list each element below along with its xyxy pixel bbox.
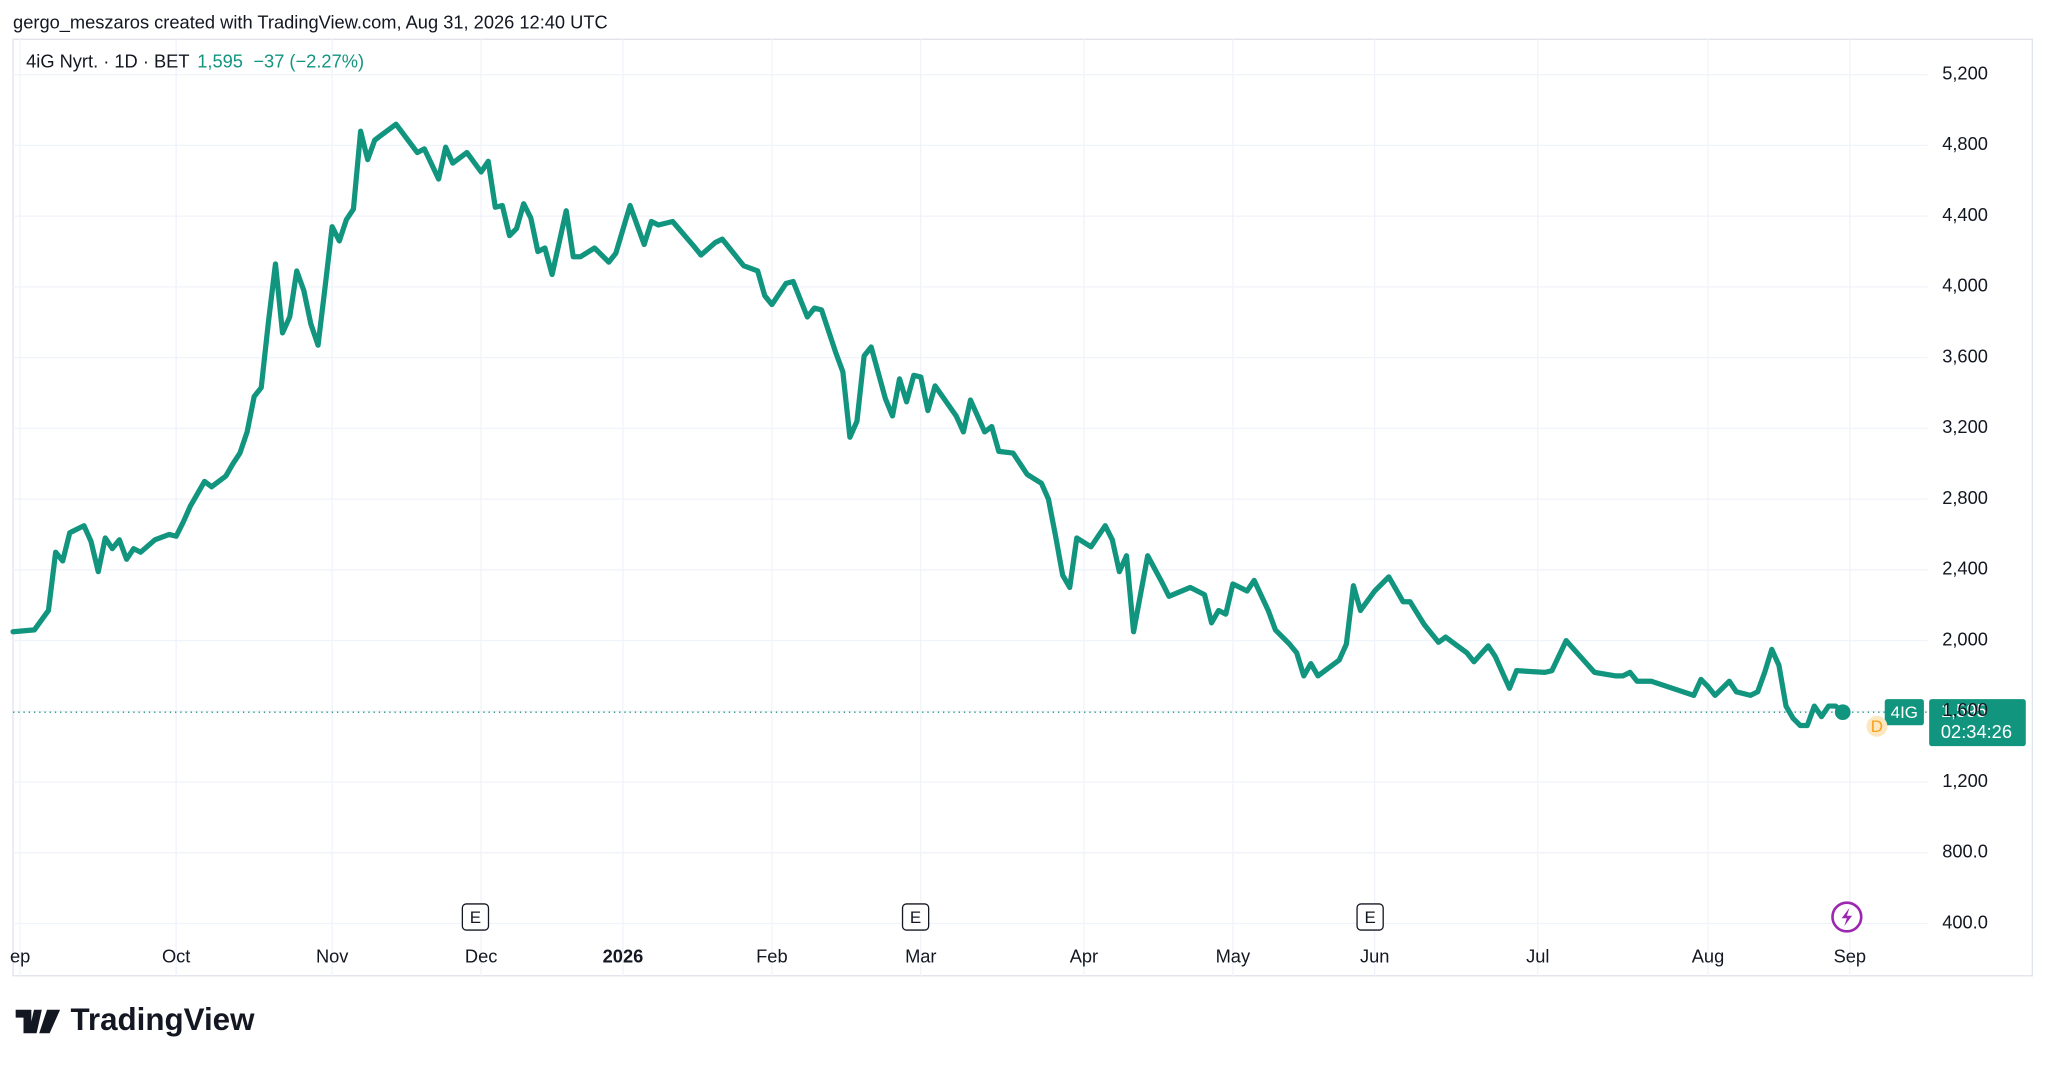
price-line xyxy=(10,121,1846,729)
lightning xyxy=(1841,907,1853,927)
price-tag xyxy=(1929,699,2026,747)
x-tick-label: Jul xyxy=(1526,945,1549,966)
symbol-tag-label: 4IG xyxy=(1891,703,1918,722)
y-tick-label: 800.0 xyxy=(1942,841,1988,862)
price-tag-countdown: 02:34:26 xyxy=(1941,721,2012,742)
x-tick-label: Nov xyxy=(316,945,349,966)
x-tick-label: Oct xyxy=(162,945,190,966)
legend-price: 1,595 xyxy=(197,51,243,72)
dividend-label: D xyxy=(1871,717,1883,736)
y-tick-label: 1,600 xyxy=(1942,699,1988,720)
x-tick-label: Aug xyxy=(1692,945,1725,966)
event-icon[interactable] xyxy=(1356,903,1384,931)
x-tick-label: Feb xyxy=(756,945,787,966)
y-tick-label: 4,400 xyxy=(1942,204,1988,225)
event-icon[interactable] xyxy=(461,903,490,931)
y-tick-label: 3,200 xyxy=(1942,416,1988,437)
symbol-tag xyxy=(1884,699,1924,726)
logo-mark xyxy=(15,1009,61,1034)
y-tick-label: 2,800 xyxy=(1942,487,1988,508)
event-label: E xyxy=(910,908,921,927)
x-tick-label: Mar xyxy=(905,945,936,966)
grid xyxy=(13,39,1928,976)
x-tick-label: ep xyxy=(10,945,30,966)
event-label: E xyxy=(1364,908,1375,927)
event-icon[interactable] xyxy=(901,903,930,931)
logo-text: TradingView xyxy=(71,1002,256,1037)
y-tick-label: 4,800 xyxy=(1942,133,1988,154)
y-tick-label: 3,600 xyxy=(1942,345,1988,366)
x-tick-label: Sep xyxy=(1834,945,1867,966)
frame xyxy=(12,38,2033,977)
dividend-icon[interactable] xyxy=(1866,715,1888,737)
y-tick-label: 2,000 xyxy=(1942,628,1988,649)
event-markers: E E E xyxy=(461,901,1863,933)
x-tick-label: Apr xyxy=(1070,945,1098,966)
x-tick-label: 2026 xyxy=(603,945,644,966)
y-tick-label: 2,400 xyxy=(1942,558,1988,579)
y-tick-label: 400.0 xyxy=(1942,911,1988,932)
legend-change: −37 (−2.27%) xyxy=(253,51,364,72)
x-tick-label: Jun xyxy=(1360,945,1389,966)
logo: TradingView xyxy=(15,1002,256,1037)
y-tick-label: 5,200 xyxy=(1942,62,1988,83)
y-tick-label: 1,200 xyxy=(1942,770,1988,791)
x-tick-label: May xyxy=(1216,945,1251,966)
last-point xyxy=(1834,704,1851,721)
event-label: E xyxy=(470,908,481,927)
price-tag-label: 1,595 xyxy=(1941,700,1987,721)
legend-symbol: 4iG Nyrt. · 1D · BET xyxy=(26,51,189,72)
x-tick-label: Dec xyxy=(465,945,497,966)
header: gergo_meszaros created with TradingView.… xyxy=(13,11,608,33)
y-tick-label: 4,000 xyxy=(1942,275,1988,296)
